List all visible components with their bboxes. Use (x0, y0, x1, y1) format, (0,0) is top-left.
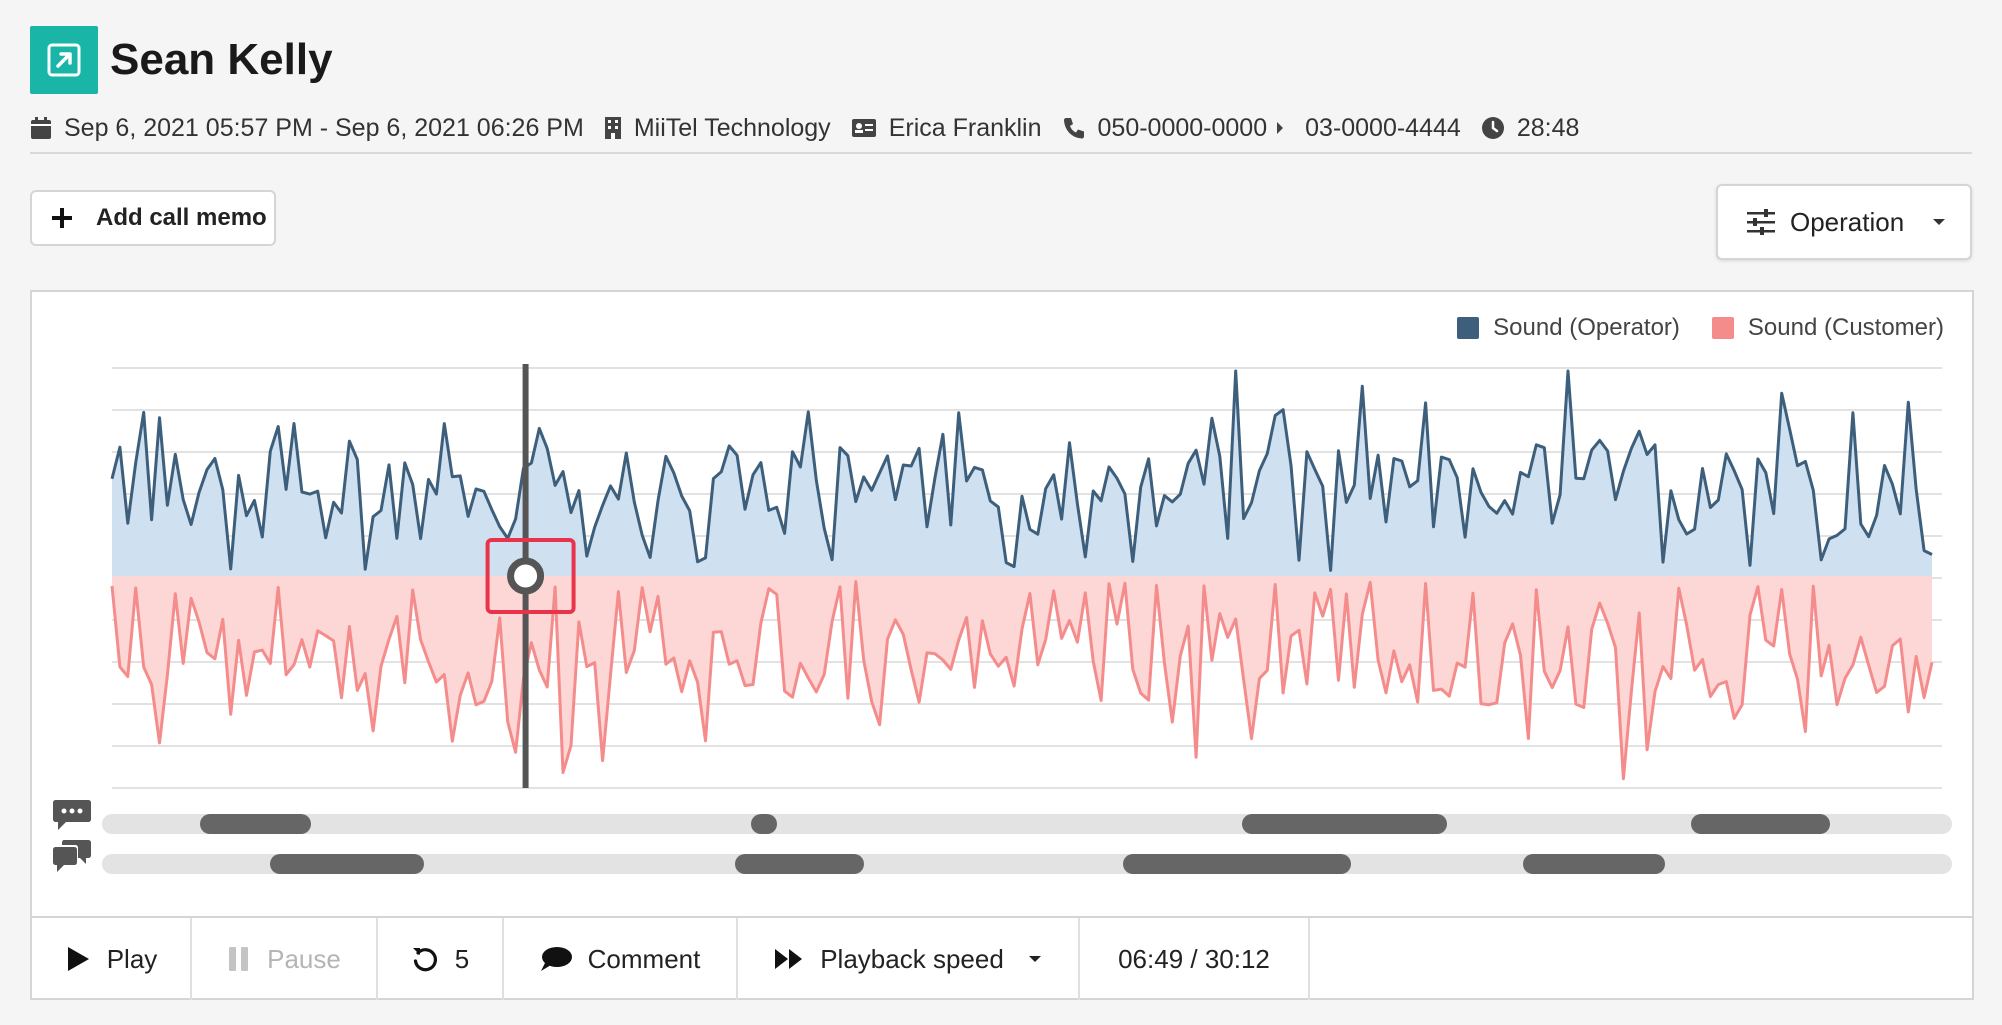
meta-company-text: MiiTel Technology (633, 113, 831, 142)
waveform-panel: Sound (Operator) Sound (Customer) Play (30, 290, 1974, 1000)
add-call-memo-label: Add call memo (96, 204, 267, 231)
legend-customer-swatch (1711, 317, 1734, 339)
fast-forward-icon (775, 949, 803, 969)
time-display: 06:49 / 30:12 (1080, 918, 1310, 1000)
meta-duration-text: 28:48 (1516, 113, 1580, 142)
operator-wave-line (110, 369, 1933, 572)
rotate-left-icon (412, 948, 437, 972)
calendar-icon (31, 117, 51, 139)
rewind-5-button[interactable]: 5 (378, 918, 504, 1000)
chart-legend: Sound (Operator) Sound (Customer) (1425, 314, 1944, 342)
chevron-down-icon (1933, 219, 1946, 225)
play-icon (67, 947, 89, 971)
id-card-icon (851, 119, 876, 137)
chevron-down-icon (1028, 956, 1041, 962)
playhead-knob[interactable] (507, 557, 545, 595)
waveform-chart[interactable] (32, 292, 1972, 792)
building-icon (604, 117, 621, 139)
meta-duration: 28:48 (1481, 113, 1580, 143)
playback-speed-dropdown[interactable]: Playback speed (738, 918, 1080, 1000)
caret-right-icon (1275, 120, 1297, 136)
meta-company: MiiTel Technology (604, 114, 831, 143)
pause-button[interactable]: Pause (192, 918, 378, 1000)
legend-operator: Sound (Operator) (1457, 314, 1680, 342)
page-title: Sean Kelly (110, 35, 333, 84)
comments-icon (53, 840, 91, 872)
track-segment[interactable] (1522, 854, 1666, 874)
track-segment[interactable] (1123, 854, 1351, 874)
operator-wave-fill (112, 371, 1932, 576)
track-segment[interactable] (751, 814, 778, 834)
playback-speed-label: Playback speed (820, 943, 1004, 974)
comments-track[interactable] (102, 814, 1952, 834)
sliders-icon (1747, 209, 1775, 235)
clock-icon (1481, 117, 1504, 139)
dialogue-track[interactable] (102, 854, 1952, 874)
rewind-label: 5 (454, 943, 470, 974)
phone-icon (1063, 118, 1084, 139)
track-segment[interactable] (200, 814, 312, 834)
external-link-icon (30, 26, 98, 94)
legend-customer: Sound (Customer) (1711, 314, 1944, 342)
pause-label: Pause (267, 943, 341, 974)
comment-icon (540, 947, 572, 971)
operation-dropdown[interactable]: Operation (1716, 184, 1972, 260)
to-number: 03-0000-4444 (1305, 113, 1461, 142)
customer-wave-fill (112, 576, 1932, 779)
pause-icon (229, 947, 249, 971)
call-meta-row: Sep 6, 2021 05:57 PM - Sep 6, 2021 06:26… (30, 104, 1972, 154)
playhead-highlight-box (485, 538, 576, 614)
plus-icon (52, 208, 72, 228)
meta-operator-text: Erica Franklin (888, 113, 1042, 142)
legend-customer-label: Sound (Customer) (1747, 314, 1944, 341)
comment-dots-icon (53, 800, 91, 830)
legend-operator-swatch (1457, 317, 1480, 339)
operation-label: Operation (1790, 206, 1905, 237)
from-number: 050-0000-0000 (1097, 113, 1268, 142)
play-button[interactable]: Play (32, 918, 192, 1000)
track-segment[interactable] (1691, 814, 1830, 834)
meta-operator: Erica Franklin (851, 114, 1042, 143)
playback-controls: Play Pause 5 Comment Playback speed 06:4… (32, 916, 1972, 1000)
customer-wave-line (110, 580, 1934, 781)
comment-label: Comment (587, 943, 701, 974)
add-call-memo-button[interactable]: Add call memo (30, 190, 276, 246)
meta-datetime: Sep 6, 2021 05:57 PM - Sep 6, 2021 06:26… (30, 114, 584, 143)
comment-button[interactable]: Comment (504, 918, 738, 1000)
meta-phone: 050-0000-0000 03-0000-4444 (1062, 114, 1461, 143)
meta-datetime-text: Sep 6, 2021 05:57 PM - Sep 6, 2021 06:26… (64, 113, 584, 142)
track-segment[interactable] (1241, 814, 1447, 834)
track-segment[interactable] (734, 854, 865, 874)
track-segment[interactable] (270, 854, 424, 874)
legend-operator-label: Sound (Operator) (1493, 314, 1680, 341)
play-label: Play (106, 943, 158, 974)
